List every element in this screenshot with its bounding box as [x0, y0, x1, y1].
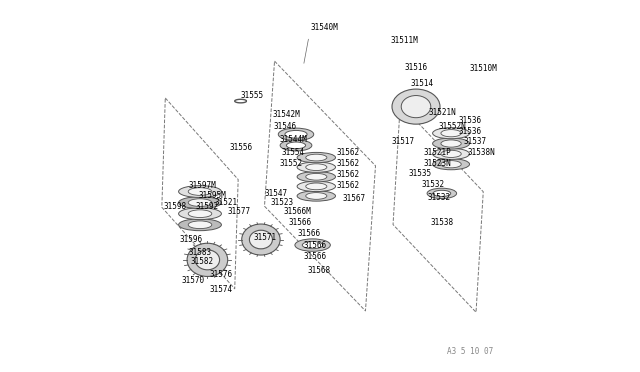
Ellipse shape — [441, 150, 461, 157]
Ellipse shape — [250, 230, 273, 249]
Text: 31583: 31583 — [189, 248, 212, 257]
Ellipse shape — [179, 197, 221, 209]
Text: 31567: 31567 — [342, 195, 365, 203]
Text: 31536: 31536 — [458, 116, 481, 125]
Text: 31532: 31532 — [422, 180, 445, 189]
Ellipse shape — [179, 186, 221, 198]
Text: 31562: 31562 — [337, 182, 360, 190]
Ellipse shape — [433, 148, 470, 160]
Text: 31514: 31514 — [410, 79, 433, 88]
Text: 31544M: 31544M — [280, 135, 307, 144]
Ellipse shape — [427, 188, 456, 199]
Text: 31566M: 31566M — [283, 207, 311, 217]
Text: 31571: 31571 — [253, 233, 276, 242]
Ellipse shape — [179, 219, 221, 231]
Ellipse shape — [188, 210, 212, 218]
Text: 31535: 31535 — [408, 169, 432, 177]
Text: 31577: 31577 — [228, 207, 251, 217]
Ellipse shape — [441, 161, 461, 168]
Text: 31566: 31566 — [303, 241, 326, 250]
Text: 31552: 31552 — [280, 159, 303, 169]
Text: 31597M: 31597M — [189, 182, 217, 190]
Text: 31517: 31517 — [392, 137, 415, 146]
Text: 31582: 31582 — [191, 257, 214, 266]
Text: A3 5 10 07: A3 5 10 07 — [447, 347, 493, 356]
Ellipse shape — [297, 153, 335, 163]
Ellipse shape — [278, 128, 314, 141]
Ellipse shape — [433, 138, 470, 149]
Text: 31536: 31536 — [458, 127, 481, 136]
Ellipse shape — [441, 129, 461, 137]
Text: 31511M: 31511M — [390, 36, 418, 45]
Ellipse shape — [433, 159, 470, 170]
Ellipse shape — [302, 241, 323, 249]
Text: 31555: 31555 — [241, 91, 264, 100]
Text: 31542M: 31542M — [272, 109, 300, 119]
Text: 31562: 31562 — [337, 148, 360, 157]
Text: 31538: 31538 — [431, 218, 454, 227]
Text: 31537: 31537 — [464, 137, 487, 146]
Text: 31521: 31521 — [215, 198, 238, 207]
Text: 31510M: 31510M — [470, 64, 497, 73]
Text: 31552N: 31552N — [438, 122, 466, 131]
Ellipse shape — [287, 142, 306, 149]
Text: 31592: 31592 — [195, 202, 218, 211]
Text: 31566: 31566 — [298, 230, 321, 238]
Ellipse shape — [195, 250, 220, 270]
Text: 31595M: 31595M — [198, 191, 226, 200]
Text: 31570: 31570 — [182, 276, 205, 285]
Text: 31546: 31546 — [274, 122, 297, 131]
Text: 31568: 31568 — [307, 266, 330, 275]
Text: 31576: 31576 — [209, 270, 232, 279]
Ellipse shape — [441, 140, 461, 147]
Text: 31562: 31562 — [337, 159, 360, 169]
Text: 31554: 31554 — [281, 148, 305, 157]
Text: 31566: 31566 — [303, 251, 326, 261]
Text: 31523: 31523 — [270, 198, 293, 207]
Ellipse shape — [188, 221, 212, 229]
Text: 31538N: 31538N — [468, 148, 495, 157]
Text: 31523N: 31523N — [424, 159, 451, 169]
Ellipse shape — [401, 96, 431, 118]
Ellipse shape — [280, 140, 312, 151]
Ellipse shape — [179, 208, 221, 219]
Ellipse shape — [297, 191, 335, 201]
Text: 31521N: 31521N — [429, 108, 457, 118]
Ellipse shape — [187, 243, 228, 276]
Ellipse shape — [306, 173, 327, 180]
Text: 31532: 31532 — [427, 193, 450, 202]
Ellipse shape — [306, 164, 327, 170]
Ellipse shape — [297, 171, 335, 182]
Text: 31574: 31574 — [209, 285, 232, 294]
Text: 31547: 31547 — [264, 189, 288, 198]
Ellipse shape — [297, 162, 335, 172]
Text: 31596: 31596 — [180, 235, 203, 244]
Ellipse shape — [188, 188, 212, 195]
Text: 31521P: 31521P — [424, 148, 451, 157]
Text: 31566: 31566 — [289, 218, 312, 227]
Text: 31516: 31516 — [405, 63, 428, 72]
Ellipse shape — [285, 131, 307, 138]
Ellipse shape — [295, 239, 330, 251]
Ellipse shape — [306, 154, 327, 161]
Text: 31556: 31556 — [230, 143, 253, 152]
Ellipse shape — [297, 181, 335, 192]
Text: 31598: 31598 — [163, 202, 186, 211]
Ellipse shape — [188, 199, 212, 206]
Ellipse shape — [433, 190, 451, 196]
Ellipse shape — [306, 193, 327, 199]
Ellipse shape — [306, 183, 327, 190]
Text: 31562: 31562 — [337, 170, 360, 179]
Ellipse shape — [392, 89, 440, 124]
Ellipse shape — [433, 128, 470, 139]
Ellipse shape — [242, 224, 280, 255]
Text: 31540M: 31540M — [311, 23, 339, 32]
